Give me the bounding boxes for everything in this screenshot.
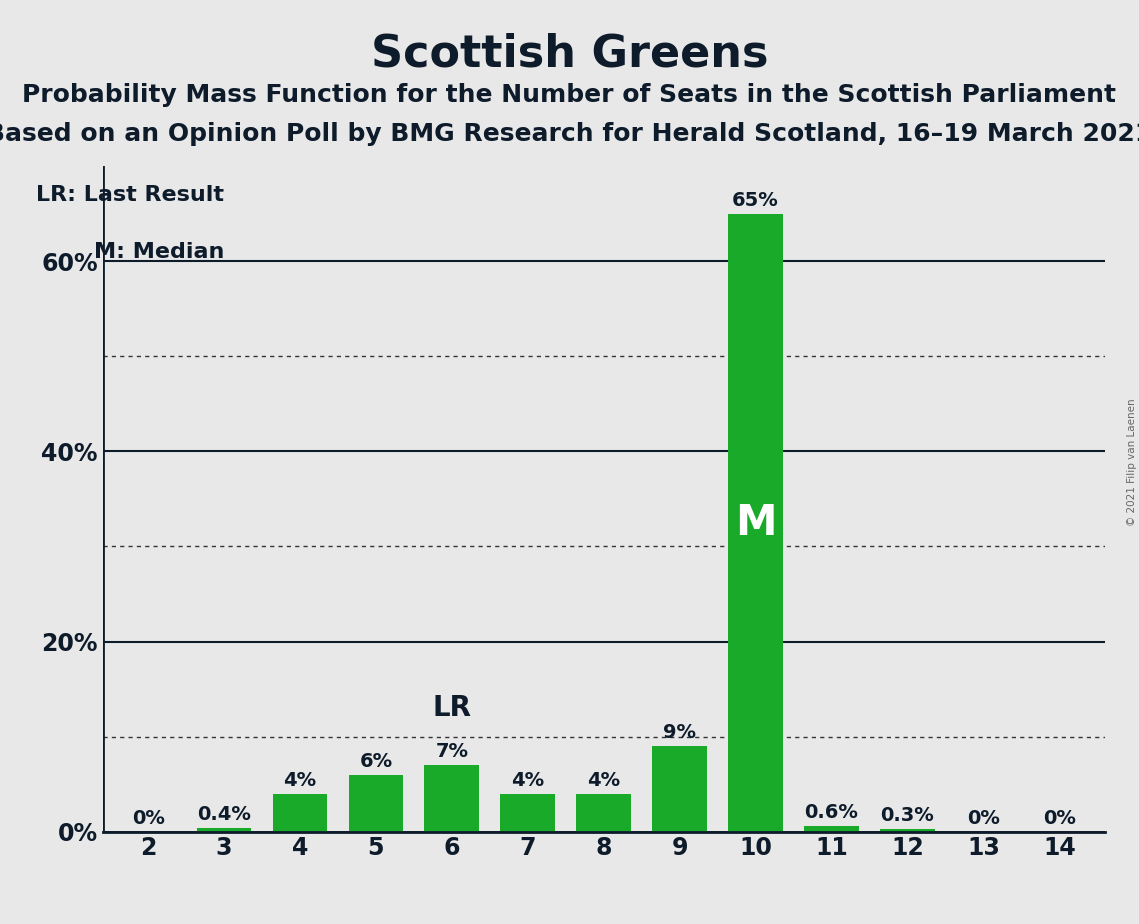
Bar bbox=[349, 774, 403, 832]
Text: LR: Last Result: LR: Last Result bbox=[36, 186, 224, 205]
Text: 0%: 0% bbox=[967, 808, 1000, 828]
Bar bbox=[804, 826, 859, 832]
Text: 9%: 9% bbox=[663, 723, 696, 742]
Bar bbox=[576, 794, 631, 832]
Text: Scottish Greens: Scottish Greens bbox=[371, 32, 768, 76]
Bar bbox=[653, 746, 707, 832]
Text: 0.3%: 0.3% bbox=[880, 806, 934, 825]
Text: 0%: 0% bbox=[132, 808, 164, 828]
Bar bbox=[425, 765, 480, 832]
Text: M: Median: M: Median bbox=[93, 242, 224, 262]
Text: 0%: 0% bbox=[1043, 808, 1075, 828]
Text: 4%: 4% bbox=[284, 771, 317, 790]
Bar bbox=[197, 828, 252, 832]
Bar bbox=[500, 794, 555, 832]
Text: 0.6%: 0.6% bbox=[804, 803, 859, 822]
Text: 7%: 7% bbox=[435, 742, 468, 761]
Bar bbox=[728, 213, 782, 832]
Text: 65%: 65% bbox=[732, 191, 779, 210]
Text: 4%: 4% bbox=[511, 771, 544, 790]
Text: 4%: 4% bbox=[587, 771, 621, 790]
Text: Probability Mass Function for the Number of Seats in the Scottish Parliament: Probability Mass Function for the Number… bbox=[23, 83, 1116, 107]
Bar bbox=[272, 794, 327, 832]
Bar bbox=[880, 829, 935, 832]
Text: © 2021 Filip van Laenen: © 2021 Filip van Laenen bbox=[1126, 398, 1137, 526]
Text: M: M bbox=[735, 502, 777, 543]
Text: LR: LR bbox=[433, 694, 472, 723]
Text: 6%: 6% bbox=[359, 752, 393, 771]
Text: Based on an Opinion Poll by BMG Research for Herald Scotland, 16–19 March 2021: Based on an Opinion Poll by BMG Research… bbox=[0, 122, 1139, 146]
Text: 0.4%: 0.4% bbox=[197, 805, 251, 824]
